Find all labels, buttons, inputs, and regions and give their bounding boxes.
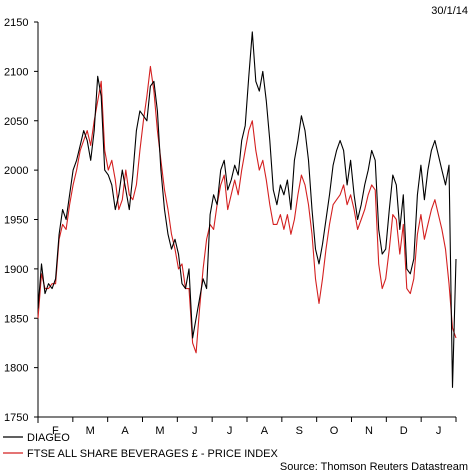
y-tick-label: 1900 — [4, 264, 28, 276]
x-tick-label: S — [296, 425, 303, 437]
series-line-1 — [37, 65, 457, 354]
x-tick-label: J — [227, 425, 233, 437]
y-tick-label: 2150 — [4, 17, 28, 29]
x-tick-label: J — [192, 425, 198, 437]
x-tick-label: M — [86, 425, 95, 437]
x-tick-label: F — [52, 425, 59, 437]
y-axis-ticks: 1750 1800 1850 1900 1950 2000 2050 2100 2150 — [4, 17, 38, 424]
x-tick-label: N — [365, 425, 373, 437]
y-tick-label: 1950 — [4, 215, 28, 227]
y-tick-label: 2000 — [4, 165, 28, 177]
x-tick-label: A — [121, 425, 129, 437]
chart-date-label: 30/1/14 — [431, 5, 468, 17]
legend-label: FTSE ALL SHARE BEVERAGES £ - PRICE INDEX — [27, 448, 278, 460]
x-tick-label: M — [155, 425, 164, 437]
chart-source-label: Source: Thomson Reuters Datastream — [280, 461, 468, 473]
x-tick-label: O — [330, 425, 339, 437]
legend-label: DIAGEO — [27, 432, 70, 444]
series-line-0 — [37, 31, 457, 388]
y-tick-label: 1850 — [4, 313, 28, 325]
x-tick-label: J — [436, 425, 442, 437]
chart-legend: DIAGEO FTSE ALL SHARE BEVERAGES £ - PRICE… — [3, 432, 278, 460]
y-tick-label: 2100 — [4, 66, 28, 78]
y-tick-label: 1800 — [4, 363, 28, 375]
y-tick-label: 1750 — [4, 412, 28, 424]
x-tick-label: A — [261, 425, 269, 437]
series-lines — [37, 31, 457, 388]
x-tick-label: D — [400, 425, 408, 437]
y-tick-label: 2050 — [4, 116, 28, 128]
